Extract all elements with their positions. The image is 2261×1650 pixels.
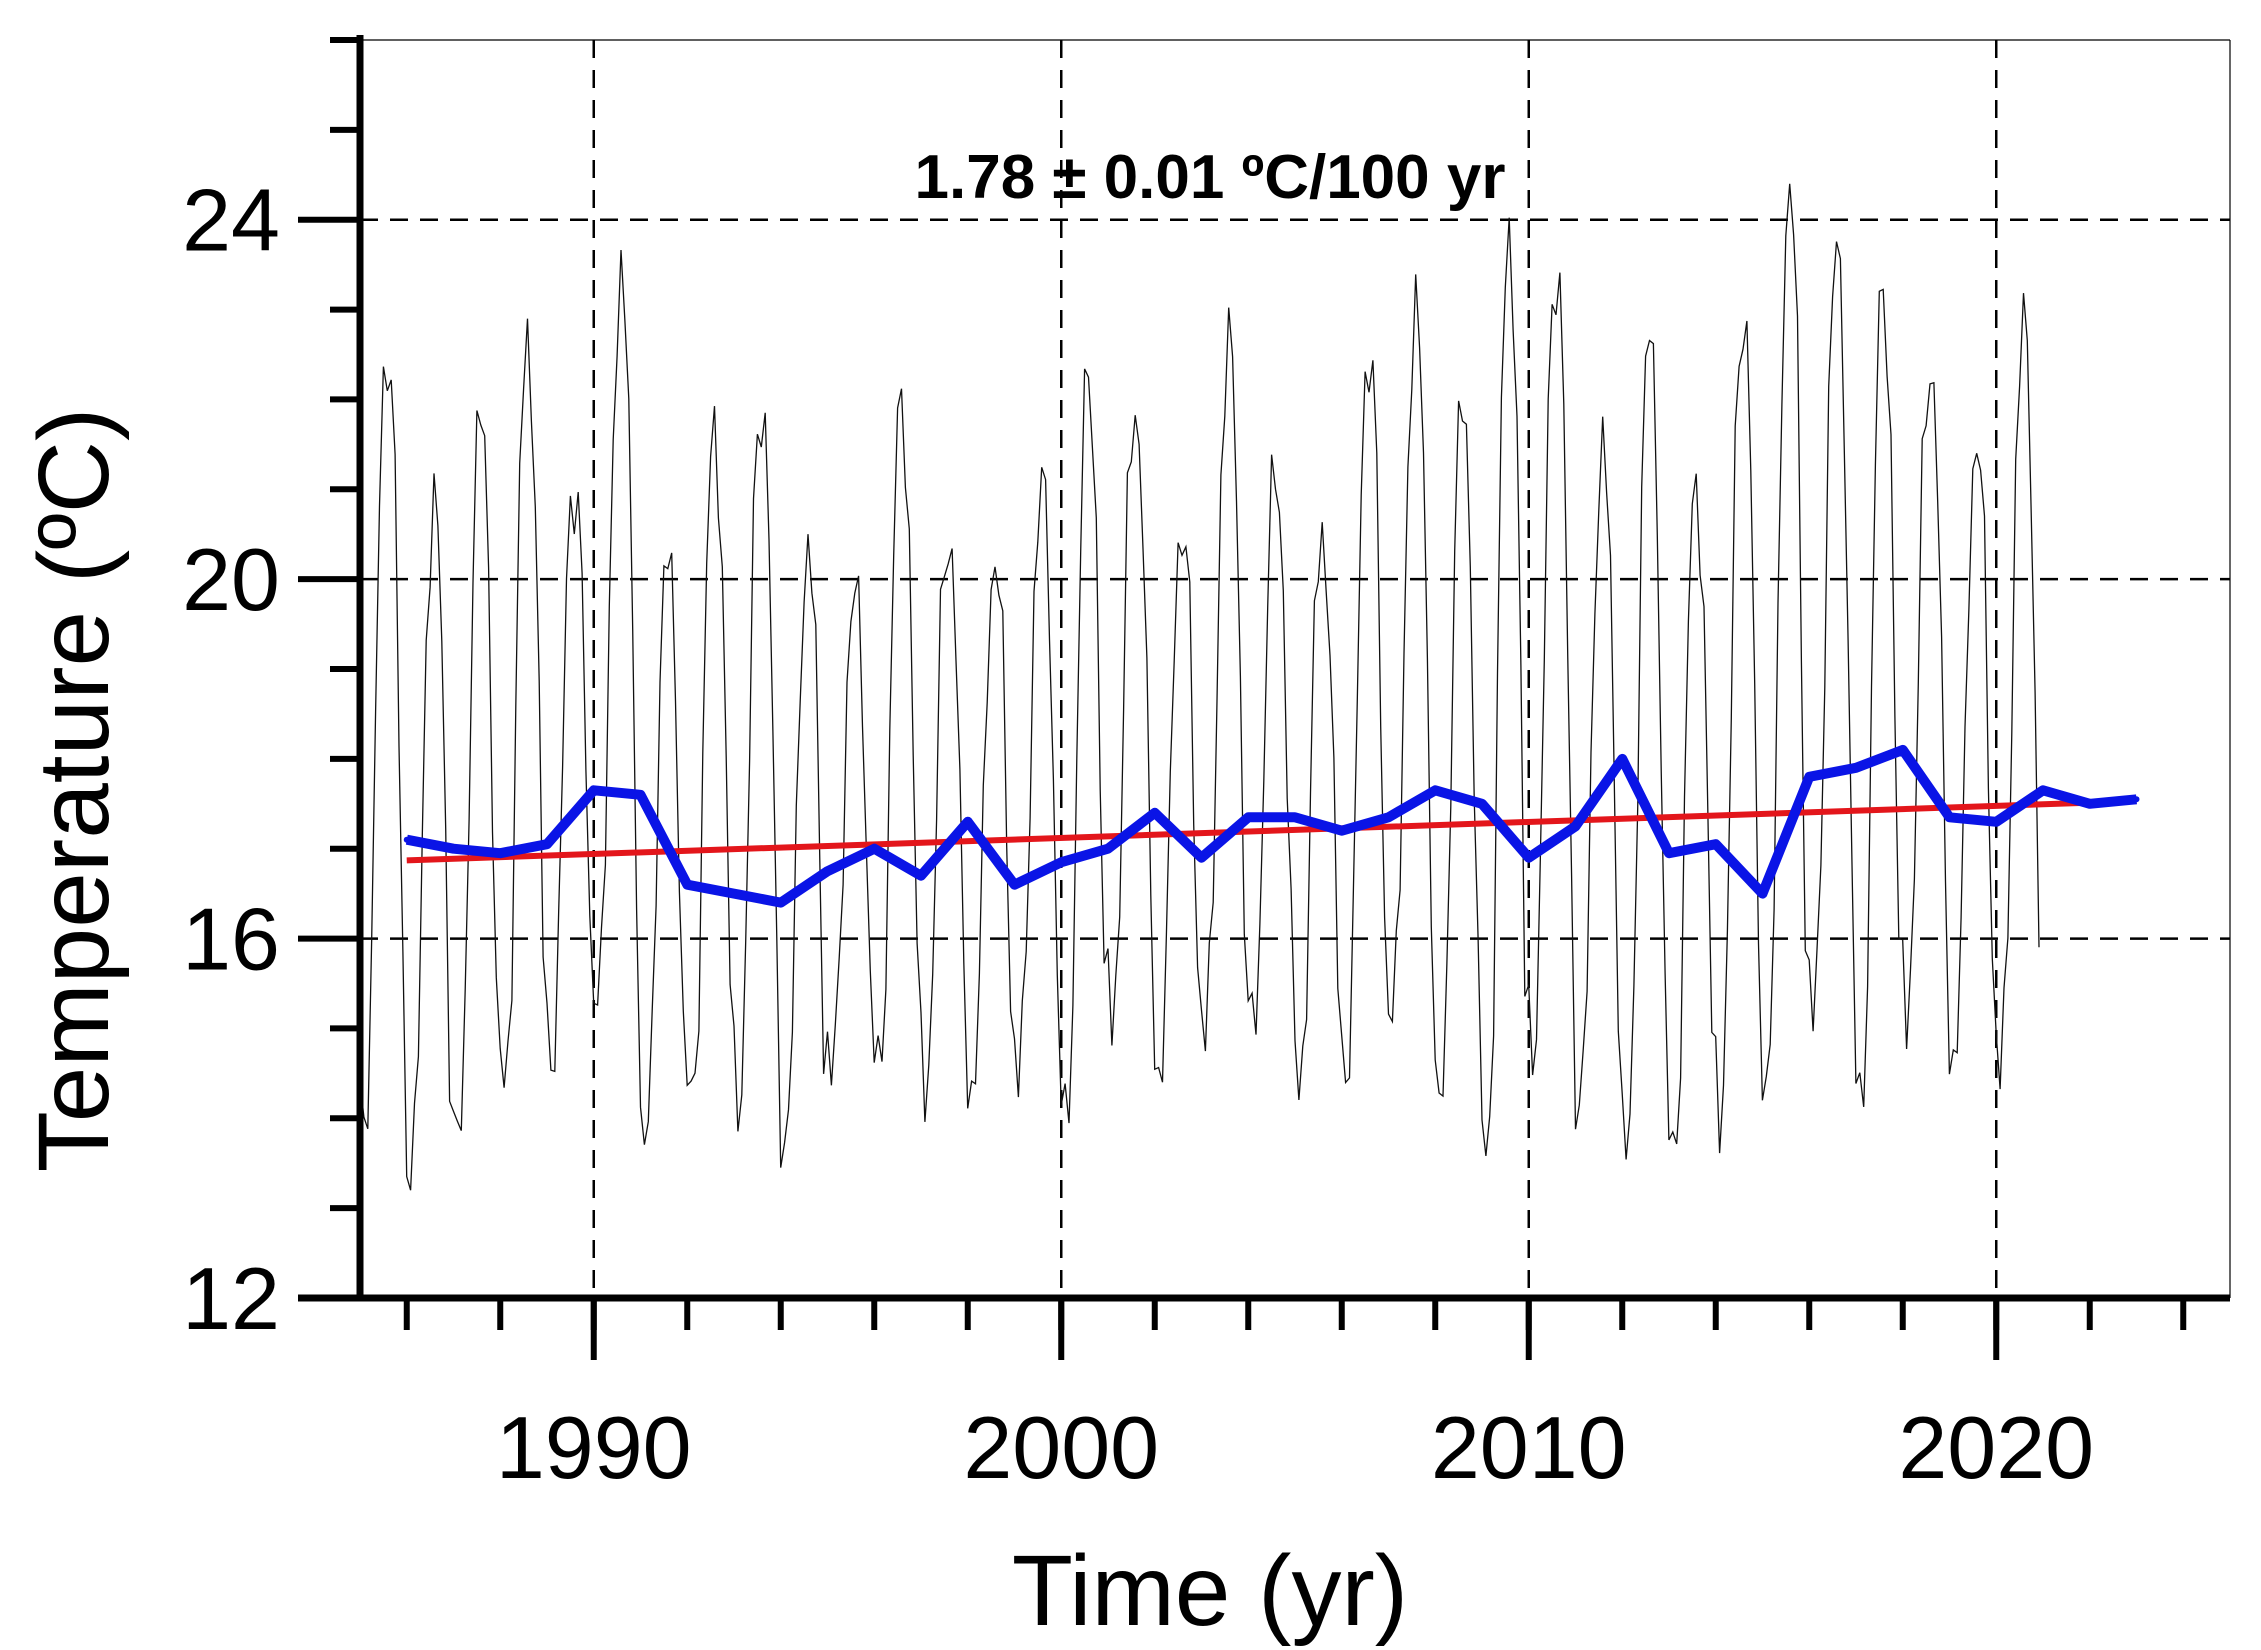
annual-mean-line <box>405 744 2137 908</box>
monthly-series <box>359 183 2040 1191</box>
trend-annotation: 1.78 ± 0.01 ºC/100 yr <box>915 143 1506 212</box>
annual-mean-point <box>403 836 410 843</box>
y-axis-title: Temperature (ºC) <box>18 408 130 1173</box>
annual-mean-point <box>1385 814 1392 821</box>
annual-mean-point <box>824 868 831 875</box>
annual-mean-point <box>1806 773 1813 780</box>
annual-mean-point <box>964 818 971 825</box>
annual-mean-point <box>1105 845 1111 852</box>
annual-mean-point <box>544 841 550 848</box>
annual-mean-point <box>731 890 737 897</box>
annual-mean-series <box>403 744 2140 908</box>
annual-mean-point <box>2133 796 2140 803</box>
tick-labels: 12 16 20 24 1990 2000 2010 2020 <box>182 171 2094 1497</box>
annual-mean-point <box>2086 800 2093 807</box>
grid-lines <box>360 39 2231 1298</box>
annual-mean-point <box>1011 881 1018 888</box>
annual-mean-point <box>1759 890 1766 897</box>
x-tick-label: 2020 <box>1898 1398 2094 1497</box>
annual-mean-point <box>1899 746 1906 753</box>
annual-mean-point <box>1946 814 1953 821</box>
y-tick-label: 20 <box>182 530 280 629</box>
annual-mean-point <box>1666 850 1672 857</box>
x-tick-label: 2010 <box>1431 1398 1627 1497</box>
annual-mean-point <box>1853 764 1859 771</box>
annual-mean-point <box>637 791 644 798</box>
annual-mean-point <box>1525 854 1532 861</box>
annual-mean-point <box>450 845 457 852</box>
axes <box>298 35 2230 1360</box>
annual-mean-point <box>1198 854 1205 861</box>
annual-mean-point <box>1245 814 1252 821</box>
annual-mean-point <box>1292 814 1298 821</box>
x-tick-label: 1990 <box>496 1398 692 1497</box>
y-tick-label: 12 <box>182 1249 280 1348</box>
annual-mean-point <box>1338 827 1345 834</box>
annual-mean-point <box>2040 787 2046 794</box>
annual-mean-point <box>1058 859 1065 866</box>
x-tick-label: 2000 <box>963 1398 1159 1497</box>
annual-mean-point <box>1479 800 1485 807</box>
annual-mean-point <box>871 845 878 852</box>
annual-mean-point <box>1432 787 1439 794</box>
annual-mean-point <box>1993 818 2000 825</box>
monthly-temperature-line <box>359 183 2040 1191</box>
y-tick-label: 24 <box>182 171 280 270</box>
annual-mean-point <box>1619 755 1626 762</box>
annual-mean-point <box>684 881 691 888</box>
x-axis-title: Time (yr) <box>1012 1535 1408 1647</box>
annual-mean-point <box>590 787 597 794</box>
annual-mean-point <box>777 899 784 906</box>
annual-mean-point <box>918 872 924 879</box>
trend-series <box>406 798 2137 864</box>
y-tick-label: 16 <box>182 890 280 989</box>
annual-mean-point <box>497 850 504 857</box>
annual-mean-point <box>1712 841 1719 848</box>
annual-mean-point <box>1572 823 1579 830</box>
annual-mean-point <box>1151 809 1158 816</box>
linear-trend-line <box>406 798 2137 864</box>
